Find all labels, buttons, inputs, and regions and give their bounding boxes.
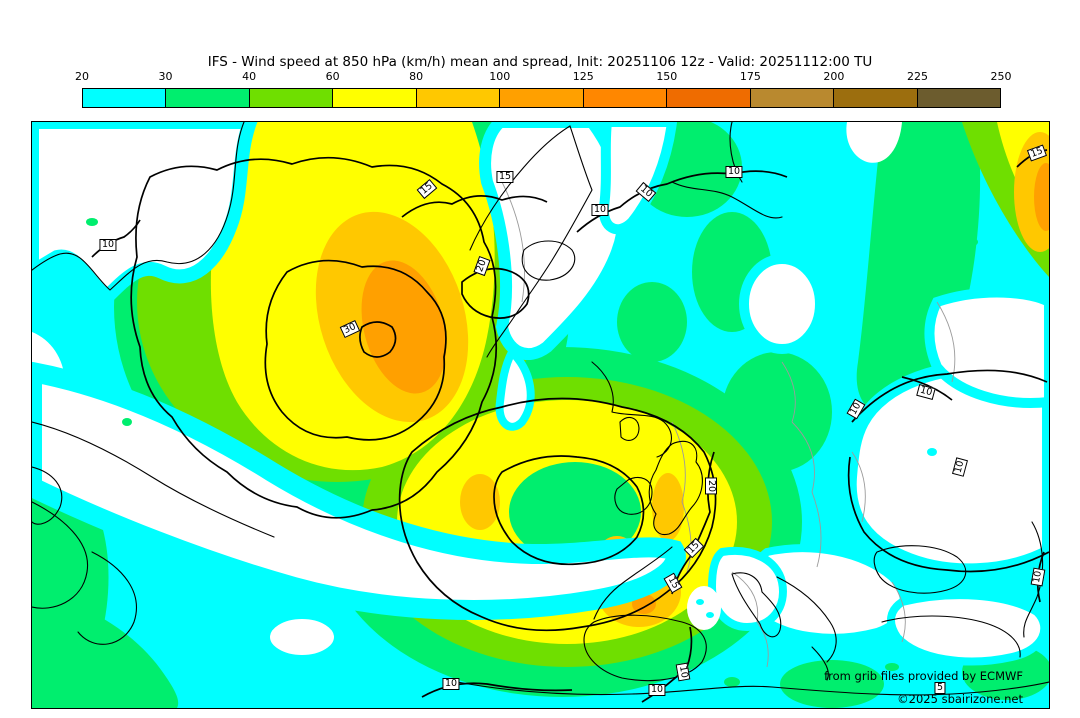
colorbar-tick-30: 30 [158,70,173,83]
colorbar-segment-200-225 [834,89,918,107]
colorbar-tick-150: 150 [656,70,678,83]
contour-label-5: 5 [934,682,946,694]
green-eye-region [509,462,641,562]
colorbar-tick-225: 225 [906,70,928,83]
colorbar-segment-150-175 [667,89,751,107]
page-title: IFS - Wind speed at 850 hPa (km/h) mean … [207,54,873,70]
colorbar-tick-40: 40 [242,70,257,83]
attribution-source: from grib files provided by ECMWF [824,669,1023,683]
colorbar-tick-200: 200 [823,70,845,83]
colorbar-tick-labels: 20 30 40 60 80 100 125 150 175 200 225 250 [75,70,1012,87]
contour-label-10: 10 [99,239,117,251]
colorbar-tick-175: 175 [739,70,761,83]
contour-label-10: 10 [725,166,743,178]
colorbar-tick-20: 20 [75,70,89,83]
colorbar-segment-40-60 [249,89,334,107]
colorbar: 20 30 40 60 80 100 125 150 175 200 225 250 [75,70,1012,108]
contour-label-20: 20 [705,477,717,495]
contour-label-15: 15 [496,171,514,183]
colorbar-segment-60-80 [333,89,417,107]
country-border-layer [501,181,956,668]
coastline-layer [32,122,1049,696]
colorbar-tick-125: 125 [572,70,594,83]
colorbar-tick-100: 100 [489,70,511,83]
colorbar-segment-30-40 [166,89,250,107]
spread-contour-layer [91,149,1049,703]
speckle-layer [86,218,978,687]
colorbar-tick-80: 80 [409,70,424,83]
colorbar-tick-250: 250 [990,70,1012,83]
colorbar-segment-175-200 [750,89,835,107]
contour-label-10: 10 [442,678,460,690]
colorbar-segment-225-250 [917,89,1000,107]
colorbar-segment-100-125 [500,89,584,107]
colorbar-segment-20-30 [83,89,167,107]
colorbar-segment-80-100 [416,89,501,107]
weather-map: 10 30 15 15 20 10 10 10 15 20 15 15 10 10 10 10 10 10 10 5 … [31,121,1050,709]
colorbar-gradient [82,88,1001,108]
attribution-copyright: ©2025 sbairizone.net [897,692,1023,706]
contour-label-10: 10 [591,204,609,216]
white-region-layer [32,122,1049,667]
map-canvas [32,122,1049,708]
contour-label-10: 10 [648,684,666,696]
colorbar-tick-60: 60 [325,70,340,83]
colorbar-segment-125-150 [583,89,668,107]
